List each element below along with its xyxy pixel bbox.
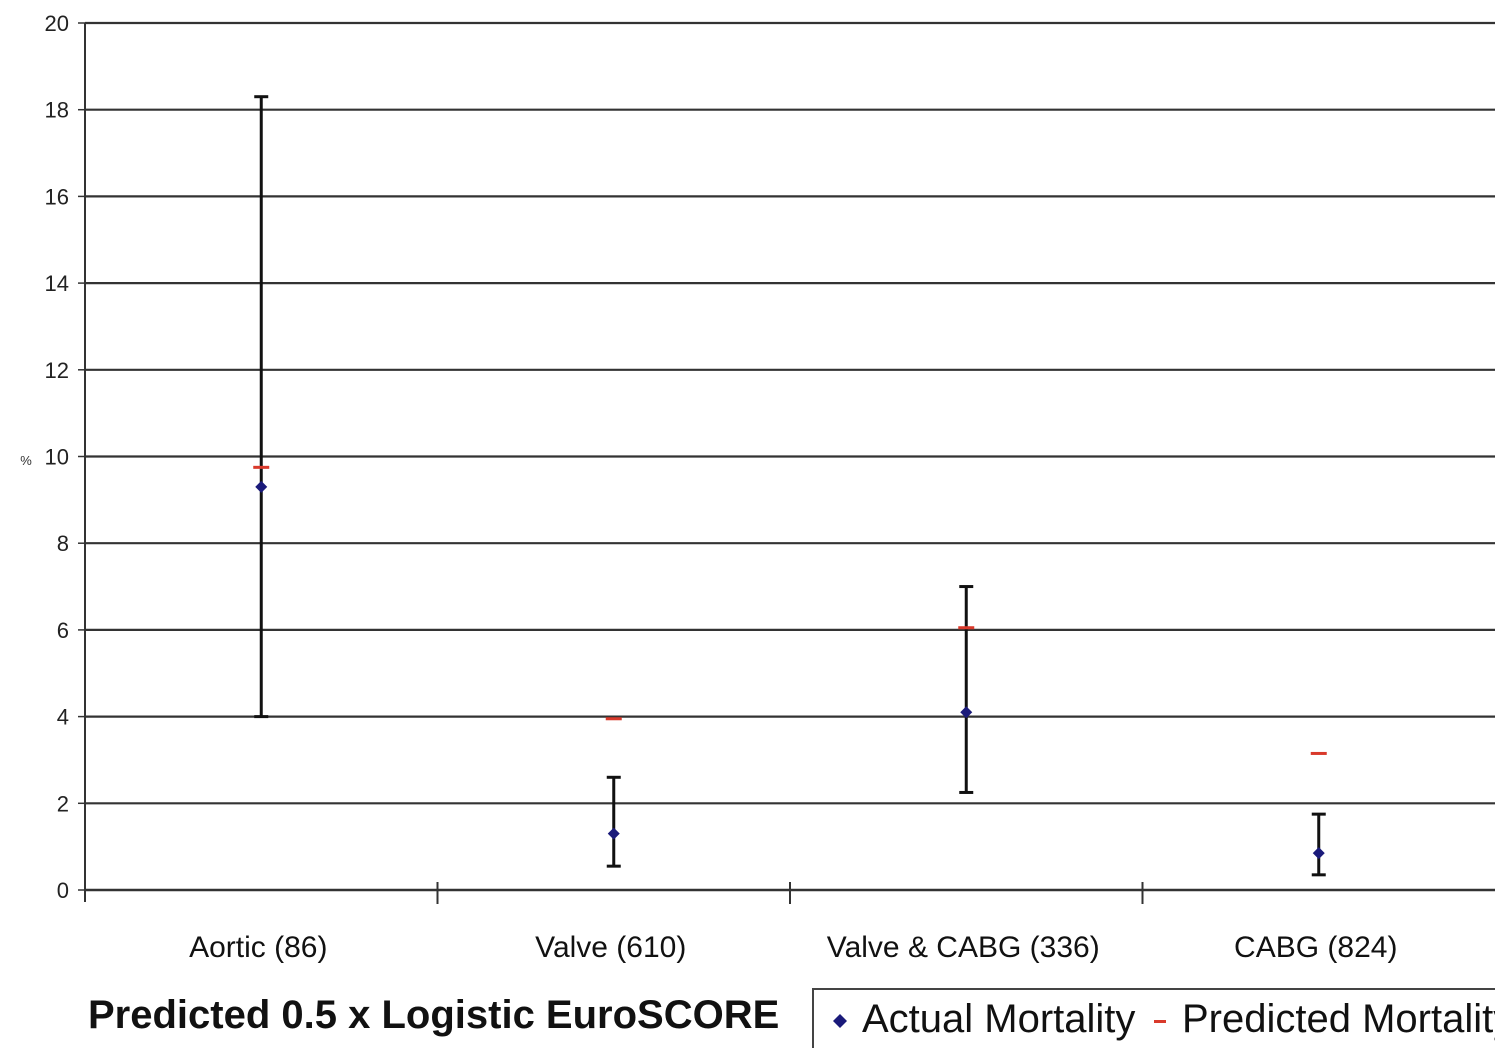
legend-label-predicted: Predicted Mortality: [1182, 997, 1495, 1041]
actual-point: [1312, 847, 1325, 860]
y-tick-label: 10: [45, 445, 69, 470]
diamond-icon: [833, 1014, 847, 1029]
actual-point: [255, 480, 268, 493]
actual-point: [607, 827, 620, 840]
x-tick-label: CABG (824): [1234, 931, 1397, 964]
gridlines: [85, 21, 1495, 805]
error-bars: [254, 95, 1326, 877]
legend-label-actual: Actual Mortality: [862, 997, 1136, 1041]
x-tick-label: Valve & CABG (336): [827, 931, 1100, 964]
chart: 0 2 4 6 8 10 12 14 16 18 20 Aortic (86) Valve (610)…: [20, 11, 1495, 964]
dash-icon: [1154, 1020, 1166, 1024]
y-axis-label: %: [20, 453, 32, 468]
y-tick-label: 4: [57, 705, 69, 730]
predicted-series: [253, 465, 1327, 755]
actual-point: [960, 706, 973, 719]
y-tick-label: 14: [45, 271, 69, 296]
legend-item-predicted: Predicted Mortality: [1152, 994, 1495, 1044]
y-tick-label: 6: [57, 618, 69, 643]
y-tick-label: 18: [45, 98, 69, 123]
chart-title: Predicted 0.5 x Logistic EuroSCORE: [88, 993, 780, 1037]
y-tick-labels: 0 2 4 6 8 10 12 14 16 18 20: [45, 11, 69, 903]
legend: Actual Mortality Predicted Mortality: [812, 988, 1495, 1048]
x-tick-label: Valve (610): [535, 931, 686, 964]
predicted-point: [253, 465, 270, 469]
y-tick-label: 8: [57, 531, 69, 556]
y-tick-label: 0: [57, 878, 69, 903]
predicted-point: [958, 626, 975, 630]
legend-item-actual: Actual Mortality: [832, 994, 1135, 1044]
y-tick-label: 12: [45, 358, 69, 383]
x-tick-labels: Aortic (86) Valve (610) Valve & CABG (336)…: [189, 931, 1397, 964]
y-tick-label: 2: [57, 791, 69, 816]
y-tick-label: 20: [45, 11, 69, 36]
predicted-point: [1310, 751, 1327, 755]
axes: [78, 22, 1495, 904]
x-tick-label: Aortic (86): [189, 931, 327, 964]
y-tick-label: 16: [45, 184, 69, 209]
predicted-point: [605, 717, 622, 721]
actual-series: [255, 480, 1325, 860]
